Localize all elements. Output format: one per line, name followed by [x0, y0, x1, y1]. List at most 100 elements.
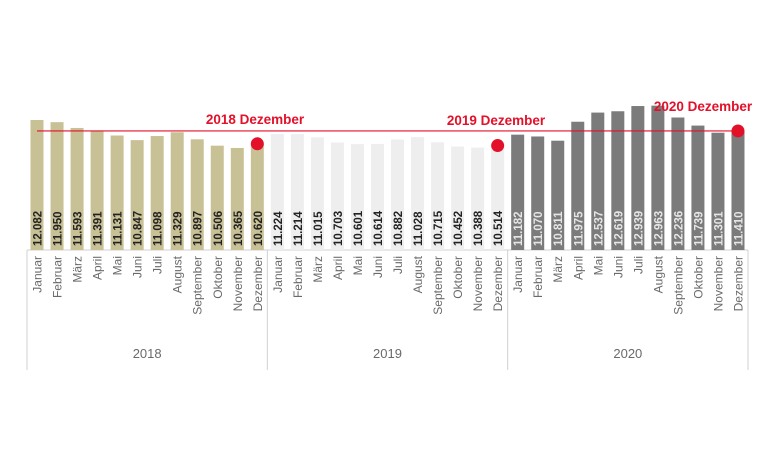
month-label: Mai: [351, 256, 365, 275]
month-label: April: [331, 256, 345, 280]
month-label: Oktober: [451, 256, 465, 299]
bar-2018-4: [90, 131, 104, 250]
value-label: 10.614: [373, 210, 385, 246]
month-label: Februar: [531, 256, 545, 298]
bar-2020-12: [731, 130, 745, 250]
month-label: Oktober: [691, 256, 705, 299]
bar-2019-5: [350, 144, 364, 250]
value-label: 10.703: [333, 211, 345, 246]
highlight-dot: [250, 137, 264, 151]
month-label: Juli: [631, 256, 645, 274]
month-label: März: [311, 256, 325, 283]
bar-2018-9: [190, 139, 204, 250]
value-label: 12.082: [33, 211, 45, 246]
month-label: Januar: [271, 256, 285, 293]
month-label: Januar: [511, 256, 525, 293]
month-label: Juli: [391, 256, 405, 274]
bar-2019-9: [431, 142, 445, 250]
month-label: September: [671, 256, 685, 315]
value-label: 10.601: [353, 210, 365, 246]
month-label: Dezember: [491, 256, 505, 311]
month-label: Januar: [31, 256, 45, 293]
value-label: 10.506: [213, 211, 225, 246]
value-label: 11.950: [53, 211, 65, 246]
annotation-label: 2018 Dezember: [206, 112, 305, 127]
month-label: August: [411, 255, 425, 293]
month-label: August: [651, 255, 665, 293]
value-label: 11.410: [733, 211, 745, 246]
month-label: März: [551, 256, 565, 283]
bar-2018-10: [210, 145, 224, 250]
month-label: Juni: [131, 256, 145, 278]
month-label: Juni: [611, 256, 625, 278]
value-label: 10.514: [493, 210, 505, 246]
value-label: 11.739: [693, 211, 705, 246]
month-label: Mai: [591, 256, 605, 275]
year-label: 2018: [133, 346, 162, 361]
bar-2020-1: [511, 134, 525, 250]
bar-2019-1: [270, 133, 284, 250]
month-label: Februar: [291, 256, 305, 298]
bar-2018-5: [110, 135, 124, 250]
bar-2018-1: [30, 120, 44, 250]
bar-2019-10: [451, 146, 465, 250]
bar-2019-8: [411, 137, 425, 250]
month-label: Juli: [151, 256, 165, 274]
month-label: Dezember: [251, 256, 265, 311]
bar-2020-8: [651, 105, 665, 251]
bar-2018-6: [130, 140, 144, 250]
value-label: 10.882: [393, 211, 405, 246]
value-label: 11.214: [293, 211, 305, 246]
month-label: November: [231, 256, 245, 311]
month-label: Dezember: [731, 256, 745, 311]
bar-2019-4: [330, 142, 344, 250]
value-label: 10.365: [233, 210, 245, 246]
bar-2018-2: [50, 122, 64, 250]
bar-2019-6: [370, 143, 384, 250]
annotation-label: 2020 Dezember: [654, 99, 753, 114]
month-label: Februar: [51, 256, 65, 298]
bar-2020-2: [531, 136, 545, 250]
bar-2020-6: [611, 111, 625, 250]
value-label: 11.224: [273, 211, 285, 246]
bar-2018-11: [230, 147, 244, 250]
value-label: 11.015: [313, 211, 325, 246]
month-label: April: [91, 256, 105, 280]
month-label: November: [711, 256, 725, 311]
bar-2020-4: [571, 121, 585, 250]
highlight-dot: [731, 124, 745, 138]
bar-2020-3: [551, 140, 565, 250]
value-label: 11.131: [113, 211, 125, 246]
annotation-label: 2019 Dezember: [447, 113, 546, 128]
bar-2020-9: [671, 117, 685, 251]
value-label: 10.620: [253, 211, 265, 246]
value-label: 12.236: [673, 211, 685, 246]
month-label: September: [431, 256, 445, 315]
value-label: 11.098: [153, 211, 165, 246]
bar-2020-5: [591, 112, 605, 251]
value-label: 10.388: [473, 210, 485, 246]
value-label: 12.939: [633, 211, 645, 246]
value-label: 11.593: [73, 211, 85, 246]
bar-2019-7: [391, 139, 405, 250]
value-label: 11.975: [573, 211, 585, 246]
month-label: März: [71, 256, 85, 283]
bar-2018-12: [250, 143, 264, 250]
month-label: Juni: [371, 256, 385, 278]
month-label: November: [471, 256, 485, 311]
bar-2019-11: [471, 147, 485, 250]
bar-2019-12: [491, 145, 505, 250]
value-label: 10.811: [553, 211, 565, 246]
value-label: 11.301: [713, 211, 725, 246]
bar-2018-7: [150, 136, 164, 250]
bar-2020-7: [631, 106, 645, 250]
value-label: 12.963: [653, 211, 665, 246]
value-label: 11.182: [513, 211, 525, 246]
highlight-dot: [491, 139, 505, 153]
month-label: Oktober: [211, 256, 225, 299]
value-label: 10.452: [453, 211, 465, 246]
value-label: 10.897: [193, 211, 205, 246]
bar-2020-10: [691, 125, 705, 250]
value-label: 10.715: [433, 210, 445, 246]
